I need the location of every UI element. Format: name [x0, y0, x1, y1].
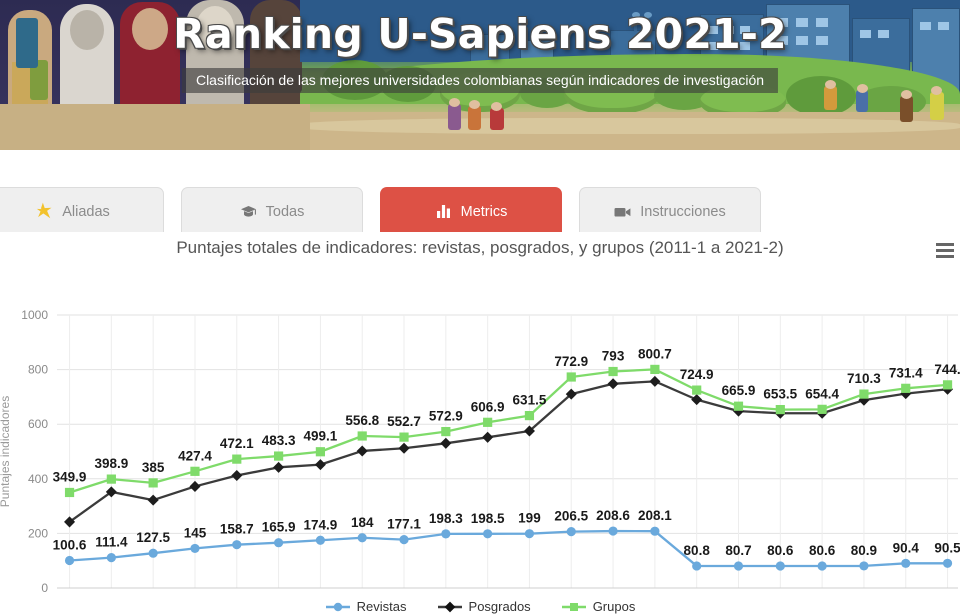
svg-text:80.8: 80.8: [684, 543, 711, 558]
svg-text:111.4: 111.4: [95, 535, 128, 550]
svg-text:177.1: 177.1: [387, 517, 421, 532]
svg-text:556.8: 556.8: [345, 413, 379, 428]
legend-item-grupos[interactable]: Grupos: [561, 599, 636, 614]
svg-text:665.9: 665.9: [722, 383, 756, 398]
svg-text:800.7: 800.7: [638, 346, 672, 361]
legend-item-posgrados[interactable]: Posgrados: [437, 599, 531, 614]
line-chart: 0200400600800100011.111.212.112.213.113.…: [0, 308, 960, 594]
banner-subtitle: Clasificación de las mejores universidad…: [195, 72, 765, 88]
svg-text:198.3: 198.3: [429, 511, 463, 526]
page-banner: Ranking U-Sapiens 2021-2 Clasificación d…: [0, 0, 960, 150]
svg-text:80.6: 80.6: [809, 543, 836, 558]
svg-text:631.5: 631.5: [513, 393, 547, 408]
svg-text:793: 793: [602, 349, 625, 364]
svg-text:174.9: 174.9: [304, 517, 338, 532]
chart-legend: Revistas Posgrados Grupos: [0, 599, 960, 614]
svg-text:483.3: 483.3: [262, 433, 296, 448]
svg-text:744.: 744.: [934, 362, 960, 377]
tab-aliadas[interactable]: Aliadas: [0, 187, 164, 235]
legend-item-revistas[interactable]: Revistas: [325, 599, 407, 614]
tab-todas-label: Todas: [265, 203, 305, 220]
legend-label-grupos: Grupos: [592, 599, 636, 614]
svg-text:731.4: 731.4: [889, 365, 923, 380]
svg-text:80.6: 80.6: [767, 543, 794, 558]
tab-list: Aliadas Todas Metrics Instrucciones: [0, 187, 761, 239]
banner-text-overlay: Ranking U-Sapiens 2021-2 Clasificación d…: [0, 0, 960, 150]
hamburger-menu-icon[interactable]: [936, 240, 958, 260]
svg-text:208.6: 208.6: [596, 508, 630, 523]
svg-text:198.5: 198.5: [471, 511, 505, 526]
svg-text:0: 0: [41, 581, 48, 594]
svg-text:398.9: 398.9: [94, 456, 128, 471]
svg-text:724.9: 724.9: [680, 367, 714, 382]
svg-text:385: 385: [142, 460, 165, 475]
svg-text:165.9: 165.9: [262, 520, 296, 535]
svg-text:200: 200: [28, 526, 48, 540]
svg-text:145: 145: [184, 525, 207, 540]
svg-text:349.9: 349.9: [53, 469, 87, 484]
svg-text:400: 400: [28, 472, 48, 486]
svg-text:208.1: 208.1: [638, 508, 672, 523]
tab-todas[interactable]: Todas: [181, 187, 363, 235]
tab-aliadas-label: Aliadas: [62, 203, 110, 220]
bar-chart-icon: [435, 203, 452, 220]
svg-text:710.3: 710.3: [847, 371, 881, 386]
legend-label-posgrados: Posgrados: [468, 599, 531, 614]
banner-title: Ranking U-Sapiens 2021-2: [173, 10, 787, 58]
svg-text:80.9: 80.9: [851, 543, 877, 558]
tab-metrics-label: Metrics: [460, 203, 508, 220]
graduation-cap-icon: [240, 203, 257, 220]
tab-instrucciones-label: Instrucciones: [640, 203, 726, 220]
svg-text:158.7: 158.7: [220, 522, 254, 537]
tab-metrics[interactable]: Metrics: [0, 187, 761, 239]
legend-label-revistas: Revistas: [356, 599, 407, 614]
svg-text:Puntajes indicadores: Puntajes indicadores: [0, 396, 12, 507]
chart-title: Puntajes totales de indicadores: revista…: [176, 238, 784, 257]
chart-plot-area: 0200400600800100011.111.212.112.213.113.…: [0, 264, 960, 594]
tab-bar: Aliadas Todas Metrics Instrucciones: [0, 150, 960, 239]
svg-text:1000: 1000: [21, 308, 48, 322]
svg-text:499.1: 499.1: [304, 429, 338, 444]
svg-text:772.9: 772.9: [554, 354, 588, 369]
star-icon: [36, 203, 53, 220]
svg-text:90.4: 90.4: [893, 540, 920, 555]
svg-text:90.5: 90.5: [934, 540, 960, 555]
svg-text:100.6: 100.6: [53, 538, 87, 553]
svg-text:199: 199: [518, 511, 541, 526]
svg-text:572.9: 572.9: [429, 409, 463, 424]
tab-instrucciones[interactable]: Instrucciones: [579, 187, 761, 235]
svg-text:427.4: 427.4: [178, 448, 212, 463]
svg-text:800: 800: [28, 363, 48, 377]
svg-text:184: 184: [351, 515, 374, 530]
video-camera-icon: [614, 203, 631, 220]
banner-artwork: [0, 0, 960, 150]
svg-text:206.5: 206.5: [554, 509, 588, 524]
svg-text:472.1: 472.1: [220, 436, 254, 451]
svg-text:552.7: 552.7: [387, 414, 421, 429]
banner-subtitle-box: Clasificación de las mejores universidad…: [181, 68, 779, 93]
svg-text:606.9: 606.9: [471, 399, 505, 414]
chart-panel: Puntajes totales de indicadores: revista…: [0, 232, 960, 616]
svg-text:600: 600: [28, 417, 48, 431]
svg-text:80.7: 80.7: [725, 543, 751, 558]
svg-text:654.4: 654.4: [805, 386, 839, 401]
svg-text:653.5: 653.5: [763, 387, 797, 402]
svg-text:127.5: 127.5: [136, 530, 170, 545]
